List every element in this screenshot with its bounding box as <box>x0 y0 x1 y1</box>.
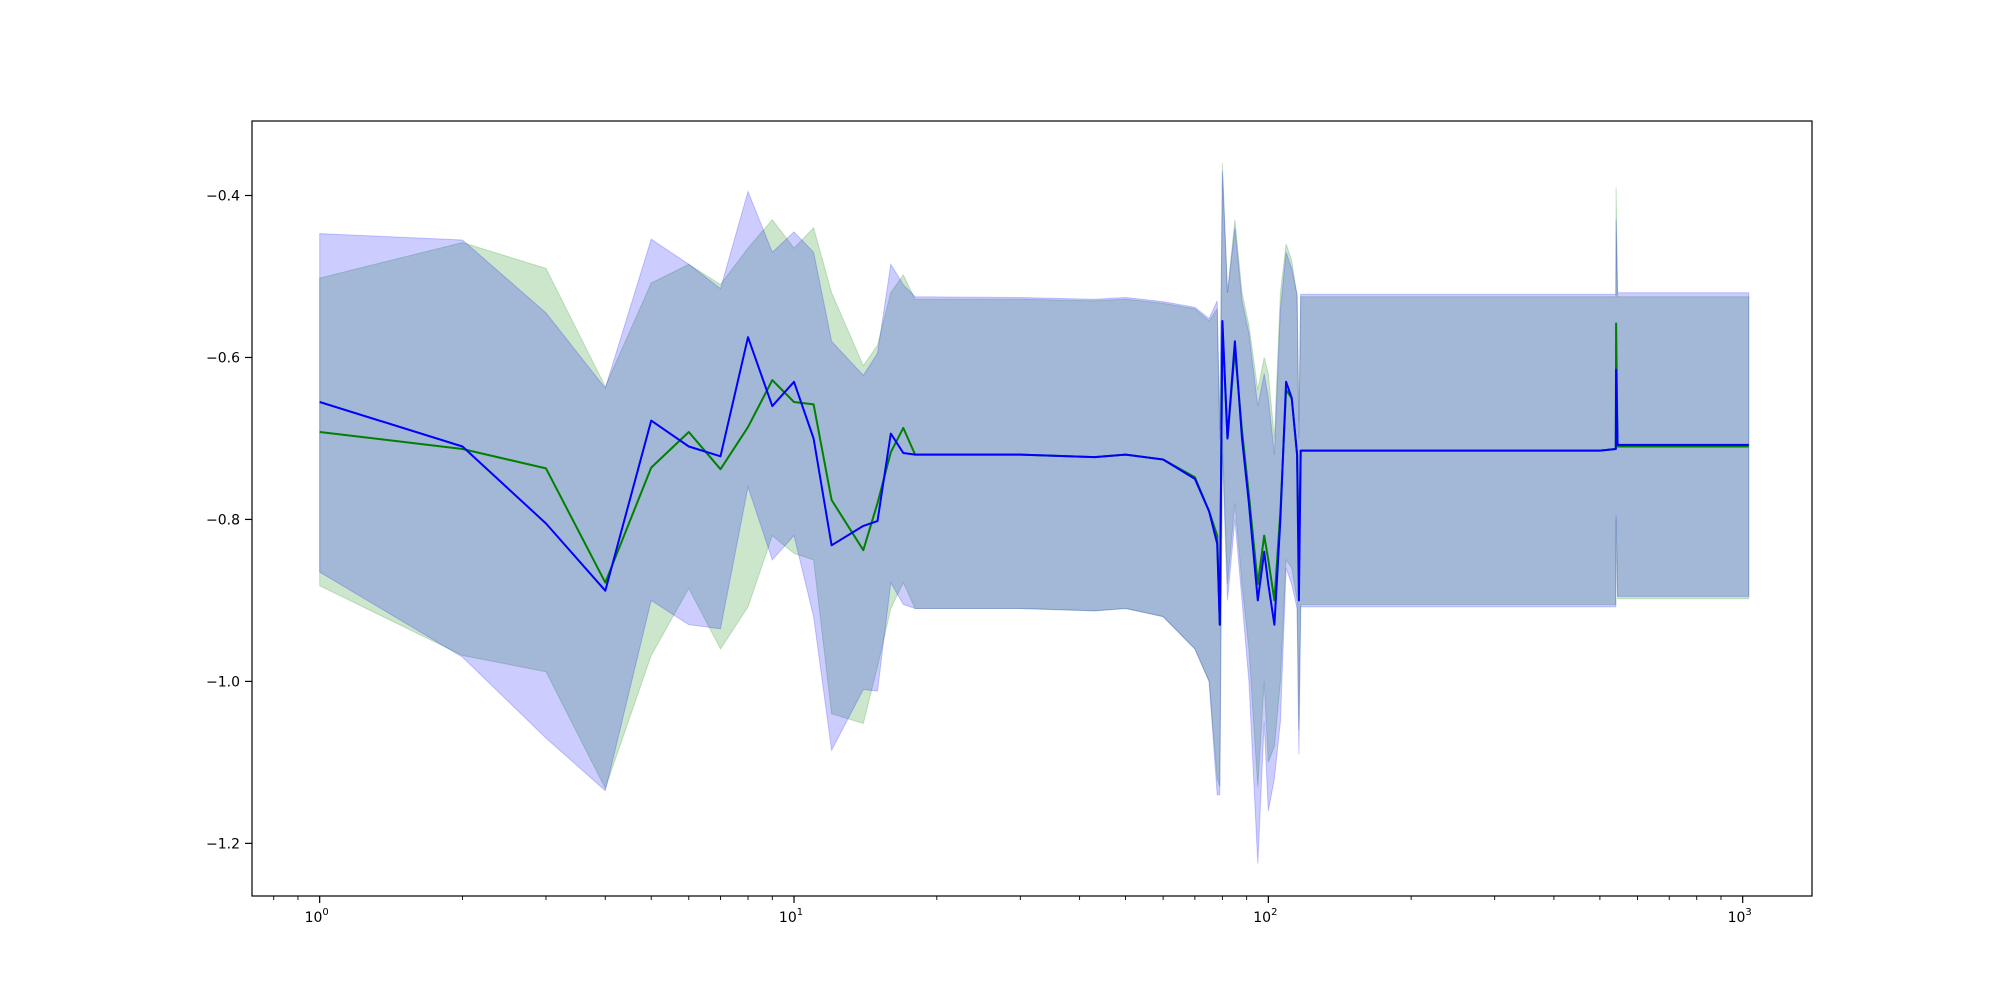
series-lines <box>319 320 1749 626</box>
series-1-band <box>319 163 1750 790</box>
y-tick-label: −0.6 <box>206 350 240 366</box>
y-tick-label: −1.0 <box>206 674 240 690</box>
y-tick-label: −0.8 <box>206 512 240 528</box>
x-tick-label: 101 <box>779 907 803 926</box>
y-tick-label: −1.2 <box>206 836 240 852</box>
y-tick-label: −0.4 <box>206 189 240 205</box>
x-tick-label: 103 <box>1728 907 1752 926</box>
series-2-band <box>319 171 1750 864</box>
x-tick-label: 102 <box>1253 907 1277 926</box>
plot-frame <box>251 120 1813 897</box>
x-axis: 100 101 102 103 <box>273 896 1752 926</box>
x-tick-label: 100 <box>305 907 329 926</box>
y-axis: −0.4 −0.6 −0.8 −1.0 −1.2 <box>206 189 252 852</box>
series-2-line <box>319 320 1749 626</box>
confidence-bands <box>319 163 1750 864</box>
